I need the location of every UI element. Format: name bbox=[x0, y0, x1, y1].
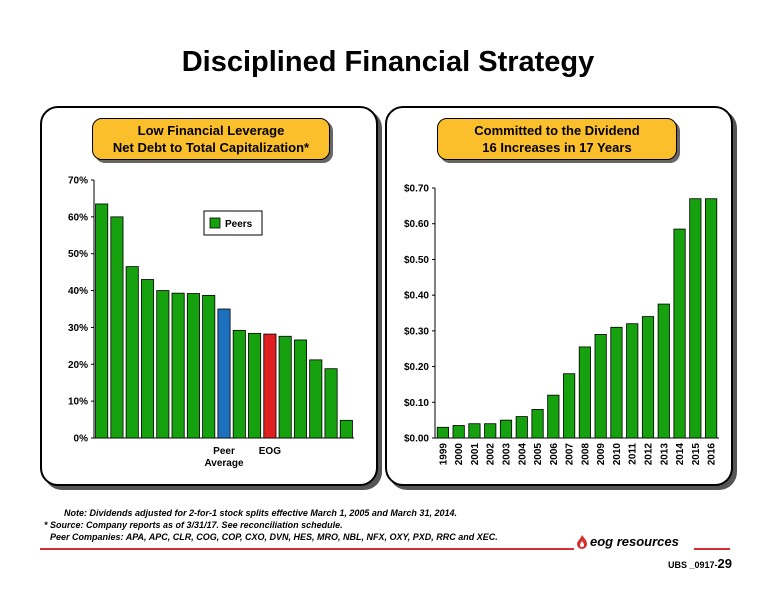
x-tick-label: 2000 bbox=[454, 443, 465, 466]
flame-icon bbox=[577, 535, 587, 549]
dividend-badge: Committed to the Dividend 16 Increases i… bbox=[437, 118, 677, 160]
dividend-bar bbox=[610, 326, 623, 439]
peer-bar bbox=[110, 216, 124, 439]
x-tick-label: 2001 bbox=[470, 443, 481, 466]
y-tick-label: $0.70 bbox=[404, 184, 429, 195]
x-tick-label: 2002 bbox=[486, 443, 497, 466]
dividend-panel: Committed to the Dividend 16 Increases i… bbox=[385, 106, 733, 486]
dividend-bar bbox=[563, 373, 576, 439]
x-tick-label: 2008 bbox=[580, 443, 591, 466]
legend-label: Peers bbox=[225, 219, 253, 230]
peer-bar bbox=[309, 359, 323, 439]
peer-bar bbox=[141, 279, 155, 439]
logo-text: eog resources bbox=[590, 534, 679, 549]
dividend-bar bbox=[531, 409, 544, 439]
x-tick-label: 2012 bbox=[644, 443, 655, 466]
peer-bar bbox=[125, 266, 139, 439]
x-tick-label: 2013 bbox=[659, 443, 670, 466]
dividend-bar bbox=[515, 416, 528, 439]
dividend-bar bbox=[705, 198, 718, 439]
x-tick-label: 2014 bbox=[675, 443, 686, 466]
peer-bar bbox=[95, 203, 109, 439]
legend-swatch bbox=[209, 217, 221, 229]
x-tick-label: 1999 bbox=[438, 443, 449, 466]
dividend-bar bbox=[452, 425, 465, 439]
leverage-badge-line1: Low Financial Leverage bbox=[137, 123, 285, 138]
eog-bar bbox=[263, 333, 277, 439]
eog-label: EOG bbox=[259, 446, 281, 457]
dividend-bar bbox=[641, 316, 655, 439]
y-tick-label: $0.60 bbox=[404, 219, 429, 230]
footer-code: UBS _0917-29 bbox=[668, 556, 732, 571]
note-source: * Source: Company reports as of 3/31/17.… bbox=[44, 520, 343, 530]
peer-bar bbox=[171, 292, 185, 439]
x-tick-label: 2015 bbox=[691, 443, 702, 466]
y-tick-label: $0.30 bbox=[404, 326, 429, 337]
dividend-bar bbox=[657, 303, 670, 439]
peer-average-label-2: Average bbox=[204, 458, 244, 469]
x-tick-label: 2010 bbox=[612, 443, 623, 466]
leverage-badge: Low Financial Leverage Net Debt to Total… bbox=[92, 118, 330, 160]
peer-bar bbox=[278, 335, 292, 439]
dividend-bar bbox=[484, 423, 497, 439]
leverage-badge-line2: Net Debt to Total Capitalization* bbox=[112, 140, 310, 155]
y-tick-label: $0.00 bbox=[404, 434, 429, 445]
dividend-chart: $0.00 $0.10 $0.20 $0.30 $0.40 $0.50 $0.60 $0.70… bbox=[404, 184, 719, 466]
y-tick-label: 30% bbox=[68, 323, 88, 334]
y-tick-label: 60% bbox=[68, 212, 88, 223]
y-tick-label: $0.50 bbox=[404, 255, 429, 266]
y-tick-label: 70% bbox=[68, 176, 88, 187]
footer-rule bbox=[40, 548, 730, 550]
x-tick-label: 2007 bbox=[565, 443, 576, 466]
dividend-badge-line2: 16 Increases in 17 Years bbox=[482, 140, 632, 155]
eog-logo: eog resources bbox=[574, 533, 694, 551]
dividend-bar bbox=[499, 419, 513, 439]
y-tick-label: $0.40 bbox=[404, 291, 429, 302]
leverage-panel: Low Financial Leverage Net Debt to Total… bbox=[40, 106, 378, 486]
x-tick-label: 2011 bbox=[628, 443, 639, 465]
y-tick-label: 20% bbox=[68, 360, 88, 371]
peer-bar bbox=[293, 339, 307, 439]
y-tick-label: 40% bbox=[68, 286, 88, 297]
dividend-bar bbox=[689, 198, 702, 439]
dividend-bar bbox=[547, 394, 560, 439]
note-dividends: Note: Dividends adjusted for 2-for-1 sto… bbox=[64, 508, 457, 518]
peer-bar bbox=[186, 293, 200, 439]
y-tick-label: 10% bbox=[68, 397, 88, 408]
y-tick-label: $0.20 bbox=[404, 362, 429, 373]
x-tick-label: 2005 bbox=[533, 443, 544, 466]
peer-average-label: Peer bbox=[213, 446, 235, 457]
peer-average-bar bbox=[217, 308, 231, 439]
x-tick-label: 2006 bbox=[549, 443, 560, 466]
peer-bar bbox=[202, 294, 216, 439]
x-tick-label: 2009 bbox=[596, 443, 607, 466]
page-number: 29 bbox=[717, 556, 732, 571]
peer-bar bbox=[324, 368, 338, 439]
note-peers: Peer Companies: APA, APC, CLR, COG, COP,… bbox=[50, 532, 498, 542]
x-tick-label: 2003 bbox=[502, 443, 513, 466]
dividend-bar bbox=[436, 426, 449, 439]
dividend-badge-line1: Committed to the Dividend bbox=[474, 123, 640, 138]
dividend-bar bbox=[468, 423, 481, 439]
dividend-bar bbox=[673, 228, 686, 439]
peer-bar bbox=[156, 290, 170, 439]
slide-code: UBS _0917- bbox=[668, 560, 718, 570]
dividend-bar bbox=[594, 334, 607, 439]
x-tick-label: 2004 bbox=[517, 443, 528, 466]
dividend-bar bbox=[626, 323, 639, 439]
y-tick-label: $0.10 bbox=[404, 398, 429, 409]
peer-bar bbox=[339, 419, 353, 439]
peer-bar bbox=[232, 329, 246, 439]
x-tick-label: 2016 bbox=[707, 443, 718, 466]
peer-bar bbox=[248, 332, 262, 439]
page-title: Disciplined Financial Strategy bbox=[181, 46, 595, 78]
y-tick-label: 50% bbox=[68, 249, 88, 260]
dividend-bar bbox=[578, 346, 591, 439]
y-tick-label: 0% bbox=[74, 434, 89, 445]
